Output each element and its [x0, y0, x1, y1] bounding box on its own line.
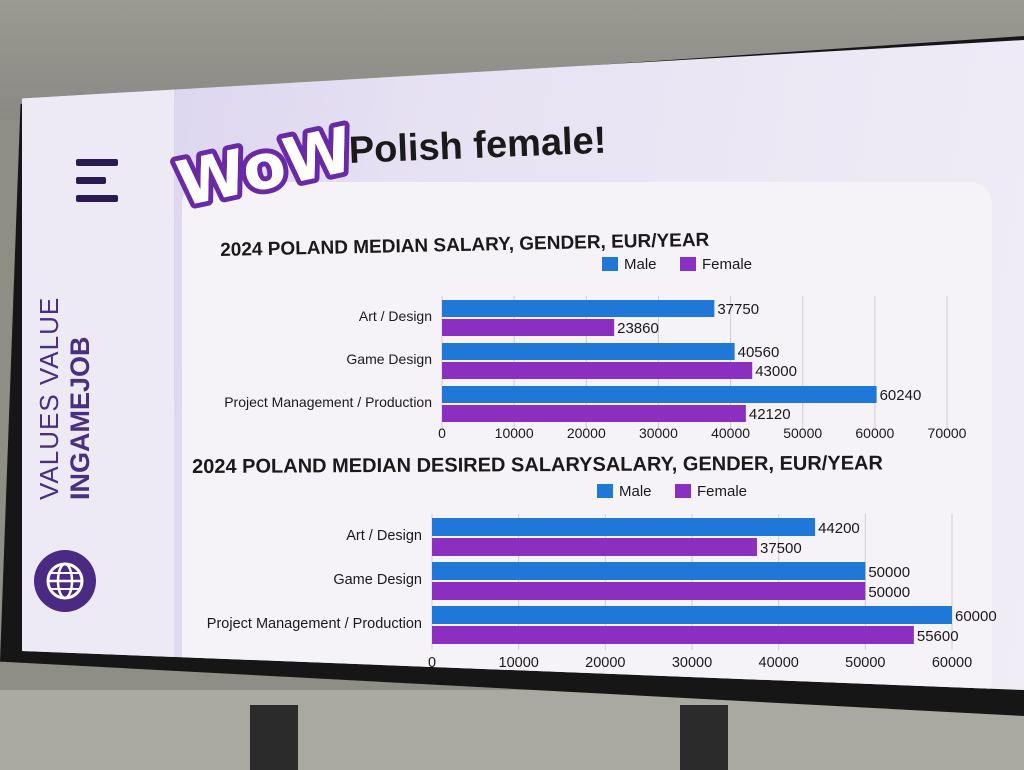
- chart-2-legend-label: Female: [697, 483, 747, 500]
- chart-2-legend-swatch: [675, 484, 691, 498]
- chart-2-category-label: Game Design: [333, 572, 422, 588]
- chart-2-tick-label: 0: [428, 655, 436, 671]
- chart-1-bar: [442, 319, 615, 336]
- chart-2-bar: [432, 582, 866, 600]
- chart-2-tick-label: 40000: [759, 655, 799, 671]
- chart-1-tick-label: 20000: [567, 425, 606, 441]
- charts-svg: 0 10000 20000 30000 40000 50000 60000 70000 Male…: [207, 256, 997, 671]
- chart-1-bar: [442, 362, 753, 379]
- chart-1-bar: [442, 386, 877, 403]
- chart-1-legend-label: Female: [702, 256, 752, 273]
- chart-1-legend-swatch: [680, 257, 696, 271]
- chart-2-bar: [432, 626, 914, 644]
- stand-leg-left: [250, 705, 298, 770]
- chart-1-tick-label: 50000: [783, 425, 822, 441]
- chart-1-data-label: 37750: [717, 301, 759, 318]
- chart-1-bar: [442, 300, 715, 317]
- chart-1-data-label: 23860: [617, 320, 659, 337]
- left-panel: VALUES VALUE INGAMEJOB: [22, 40, 174, 690]
- chart-2-bar: [432, 538, 757, 556]
- presentation-screen: VALUES VALUE INGAMEJOB WoW! WoW! Polish …: [22, 40, 1024, 690]
- chart-2-legend-swatch: [597, 484, 613, 498]
- chart-1-category-label: Project Management / Production: [224, 394, 432, 410]
- chart-2-data-label: 50000: [868, 564, 910, 581]
- chart-1-legend-swatch: [602, 257, 618, 271]
- chart-2-bar: [432, 518, 816, 536]
- chart-1-data-label: 42120: [749, 406, 791, 423]
- chart-2-tick-label: 30000: [672, 655, 712, 671]
- chart-1-category-label: Art / Design: [359, 308, 432, 324]
- chart-2-category-label: Project Management / Production: [207, 616, 422, 632]
- chart-2-bar: [432, 562, 866, 580]
- chart-1-tick-label: 10000: [495, 425, 534, 441]
- chart-2-data-label: 55600: [917, 628, 959, 645]
- chart-1-data-label: 60240: [880, 387, 922, 404]
- chart-1-data-label: 40560: [738, 344, 780, 361]
- chart-1-tick-label: 40000: [711, 425, 750, 441]
- chart-1-tick-label: 70000: [928, 425, 967, 441]
- chart-1-data-label: 43000: [755, 363, 797, 380]
- chart-1-bar: [442, 343, 735, 360]
- chart-1-tick-label: 30000: [639, 425, 678, 441]
- chart-2-tick-label: 20000: [585, 655, 625, 671]
- chart-2-category-label: Art / Design: [346, 528, 422, 544]
- menu-icon: [76, 159, 118, 202]
- chart-2-data-label: 50000: [868, 584, 910, 601]
- chart-2-data-label: 44200: [818, 520, 860, 537]
- chart-1-tick-label: 60000: [855, 425, 894, 441]
- chart-2-tick-label: 10000: [499, 655, 539, 671]
- chart-2-tick-label: 60000: [932, 655, 972, 671]
- globe-icon: [34, 550, 96, 612]
- chart-2-data-label: 60000: [955, 608, 997, 625]
- chart-2-data-label: 37500: [760, 540, 802, 557]
- stand-leg-right: [680, 705, 728, 770]
- chart-2-tick-label: 50000: [845, 655, 885, 671]
- chart-1-tick-label: 0: [438, 425, 446, 441]
- chart-2-legend-label: Male: [619, 483, 652, 500]
- chart-1-bar: [442, 405, 746, 422]
- chart-card: [182, 182, 992, 690]
- chart-2-bar: [432, 606, 952, 624]
- chart-1-legend-label: Male: [624, 256, 657, 273]
- chart-1-category-label: Game Design: [346, 351, 432, 367]
- wow-badge: WoW! WoW!: [166, 102, 350, 212]
